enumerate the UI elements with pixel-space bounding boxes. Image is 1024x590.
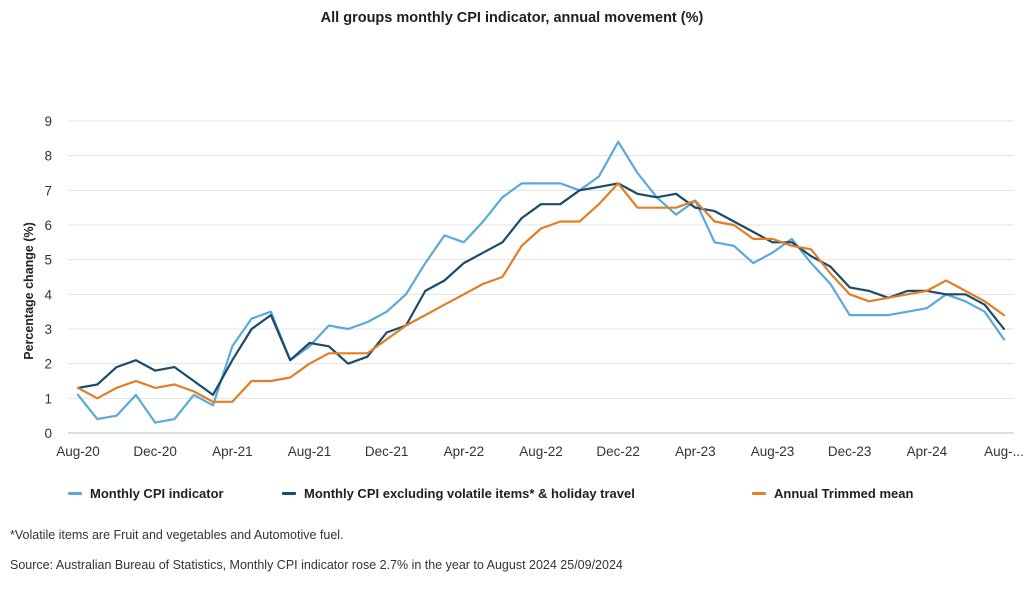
gridlines — [68, 120, 1014, 399]
y-tick-label: 3 — [44, 322, 52, 337]
y-tick-label: 4 — [44, 287, 52, 302]
x-tick-label: Aug-20 — [56, 444, 100, 459]
legend-item-trimmed-mean[interactable]: Annual Trimmed mean — [752, 486, 913, 501]
legend-item-monthly-cpi[interactable]: Monthly CPI indicator — [68, 486, 224, 501]
legend-label-monthly-cpi: Monthly CPI indicator — [90, 486, 224, 501]
legend-label-cpi-excluding-volatile: Monthly CPI excluding volatile items* & … — [304, 486, 635, 501]
series-line-1 — [76, 182, 1006, 396]
x-tick-label: Apr-21 — [212, 444, 253, 459]
x-tick-label: Dec-23 — [828, 444, 872, 459]
y-tick-label: 2 — [44, 357, 52, 372]
x-tick-label: Dec-20 — [133, 444, 177, 459]
y-tick-label: 5 — [44, 253, 52, 268]
x-tick-label: Apr-22 — [444, 444, 485, 459]
chart-title: All groups monthly CPI indicator, annual… — [320, 10, 704, 26]
legend-swatch-monthly-cpi — [68, 492, 82, 495]
footnote: *Volatile items are Fruit and vegetables… — [10, 528, 344, 542]
series-line-2 — [76, 182, 1006, 403]
x-tick-label: Aug-22 — [519, 444, 563, 459]
y-tick-label: 1 — [44, 391, 52, 406]
chart-legend: Monthly CPI indicator Monthly CPI exclud… — [0, 486, 1024, 506]
source-note: Source: Australian Bureau of Statistics,… — [10, 558, 623, 572]
x-tick-label: Aug-... — [984, 444, 1024, 459]
series-line-0 — [76, 140, 1006, 424]
y-tick-label: 9 — [44, 114, 52, 129]
y-tick-label: 8 — [44, 149, 52, 164]
legend-label-trimmed-mean: Annual Trimmed mean — [774, 486, 914, 501]
x-tick-label: Apr-24 — [907, 444, 948, 459]
y-tick-label: 6 — [44, 218, 52, 233]
x-axis-ticks: Aug-20 Dec-20 Apr-21 Aug-21 Dec-21 Apr-22 Aug-… — [56, 444, 1024, 459]
x-tick-label: Aug-23 — [751, 444, 795, 459]
legend-swatch-cpi-excluding-volatile — [282, 492, 296, 495]
x-tick-label: Aug-21 — [288, 444, 332, 459]
x-tick-label: Apr-23 — [675, 444, 716, 459]
y-axis-label: Percentage change (%) — [22, 222, 36, 360]
y-axis-ticks: 0 1 2 3 4 5 6 7 8 9 — [44, 114, 52, 441]
cpi-line-chart: 0 1 2 3 4 5 6 7 8 9 Aug-20 Dec-20 Apr-21 Aug-21 Dec-2… — [22, 114, 1024, 459]
y-tick-label: 7 — [44, 183, 52, 198]
series-lines — [76, 140, 1006, 424]
legend-item-cpi-excluding-volatile[interactable]: Monthly CPI excluding volatile items* & … — [282, 486, 635, 501]
y-tick-label: 0 — [44, 426, 52, 441]
x-tick-label: Dec-22 — [596, 444, 640, 459]
x-tick-label: Dec-21 — [365, 444, 409, 459]
legend-swatch-trimmed-mean — [752, 492, 766, 495]
